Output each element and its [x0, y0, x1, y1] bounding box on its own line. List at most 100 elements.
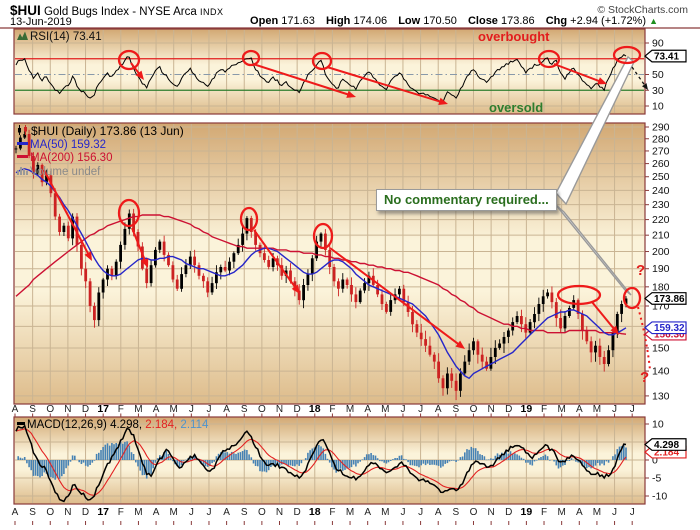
svg-text:M: M [346, 507, 354, 518]
rsi-legend-text: RSI(14) 73.41 [30, 31, 102, 43]
svg-text:M: M [134, 404, 142, 415]
svg-text:M: M [170, 507, 178, 518]
volume-legend-text: Volume undef [30, 165, 101, 178]
ma50-line [15, 168, 627, 380]
svg-text:A: A [364, 507, 371, 518]
annotation-circle [117, 198, 141, 228]
annotation-circle [241, 49, 261, 67]
svg-text:S: S [241, 507, 248, 518]
low-value: 170.50 [423, 15, 457, 27]
ma50-legend-text: MA(50) 159.32 [30, 138, 107, 151]
svg-text:J: J [630, 507, 635, 518]
svg-text:30: 30 [652, 85, 664, 97]
open-value: 171.63 [281, 15, 315, 27]
svg-text:A: A [223, 404, 230, 415]
close-value: 173.86 [501, 15, 535, 27]
volume-legend-row: Volume undef [17, 166, 184, 180]
axis-badge-173.86: 173.86 [644, 292, 687, 305]
svg-text:A: A [364, 404, 371, 415]
svg-text:A: A [435, 507, 442, 518]
svg-text:O: O [46, 507, 54, 518]
macd-value: 4.298, [106, 419, 143, 431]
svg-text:M: M [557, 404, 565, 415]
chart-title: $HUI Gold Bugs Index - NYSE Arca INDX [10, 3, 223, 18]
svg-text:J: J [418, 507, 423, 518]
svg-text:S: S [453, 404, 460, 415]
symbol: $HUI [10, 3, 41, 18]
up-triangle-icon: ▲ [649, 16, 658, 26]
price-panel [13, 122, 646, 405]
high-value: 174.06 [353, 15, 388, 27]
rsi-panel [13, 28, 646, 115]
svg-text:N: N [64, 507, 71, 518]
svg-text:J: J [612, 404, 617, 415]
svg-text:O: O [258, 507, 266, 518]
svg-text:D: D [294, 507, 301, 518]
svg-text:D: D [505, 507, 512, 518]
svg-text:J: J [189, 404, 194, 415]
svg-text:J: J [206, 404, 211, 415]
macd-panel [13, 416, 646, 505]
svg-text:0: 0 [652, 455, 658, 467]
svg-text:F: F [118, 404, 124, 415]
svg-text:O: O [470, 507, 478, 518]
svg-text:73.41: 73.41 [654, 52, 679, 63]
svg-text:18: 18 [309, 403, 321, 415]
rsi-mountain-icon [17, 31, 28, 43]
ma200-line-icon [17, 155, 28, 159]
overbought-label: overbought [478, 29, 550, 44]
annotations [43, 45, 651, 371]
svg-text:J: J [189, 507, 194, 518]
svg-text:N: N [64, 404, 71, 415]
svg-text:O: O [258, 404, 266, 415]
chg-value: +2.94 (+1.72%) [570, 15, 647, 27]
svg-text:A: A [12, 404, 19, 415]
svg-text:S: S [241, 404, 248, 415]
svg-text:J: J [400, 404, 405, 415]
exchange-tag: INDX [199, 7, 224, 17]
svg-text:156.30: 156.30 [654, 330, 685, 341]
svg-text:J: J [400, 507, 405, 518]
annotation-circle [537, 49, 561, 69]
annotation-circle [239, 206, 259, 232]
copyright: © StockCharts.com [597, 4, 688, 16]
svg-text:270: 270 [652, 145, 670, 157]
chart-date: 13-Jun-2019 [10, 16, 72, 28]
svg-text:17: 17 [97, 403, 109, 415]
x-axis-labels: A S O N D 17 F M A M J J A S O N D 18 F M A M J J A S O N D 19 F M A M J JA… [12, 403, 635, 525]
svg-text:D: D [82, 507, 89, 518]
svg-text:A: A [12, 507, 19, 518]
svg-text:173.86: 173.86 [654, 294, 685, 305]
macd-line [15, 424, 627, 503]
svg-text:17: 17 [97, 506, 109, 518]
svg-text:159.32: 159.32 [654, 323, 685, 334]
candlestick-icon [17, 125, 29, 139]
svg-text:2.184: 2.184 [654, 448, 679, 459]
svg-text:M: M [134, 507, 142, 518]
question-mark-lower: ? [640, 369, 650, 386]
price-legend: $HUI (Daily) 173.86 (13 Jun) MA(50) 159.… [17, 124, 184, 180]
candles [14, 129, 628, 401]
svg-text:N: N [276, 404, 283, 415]
high-label: High [325, 15, 351, 27]
axis-badge-73.41: 73.41 [644, 49, 687, 63]
svg-text:10: 10 [652, 419, 664, 431]
callout-tail [555, 204, 632, 296]
svg-text:240: 240 [652, 185, 670, 197]
annotation-circle [312, 222, 334, 250]
svg-text:F: F [329, 404, 335, 415]
annotation-circle [556, 284, 602, 306]
svg-text:220: 220 [652, 214, 670, 226]
svg-text:M: M [346, 404, 354, 415]
svg-text:250: 250 [652, 171, 670, 183]
svg-text:150: 150 [652, 342, 670, 354]
svg-text:A: A [153, 404, 160, 415]
svg-text:N: N [488, 507, 495, 518]
svg-text:4.298: 4.298 [654, 440, 679, 451]
symbol-name: Gold Bugs Index - NYSE Arca [43, 6, 197, 18]
oversold-label: oversold [489, 100, 544, 115]
svg-text:D: D [82, 404, 89, 415]
svg-text:230: 230 [652, 199, 670, 211]
svg-text:J: J [418, 404, 423, 415]
